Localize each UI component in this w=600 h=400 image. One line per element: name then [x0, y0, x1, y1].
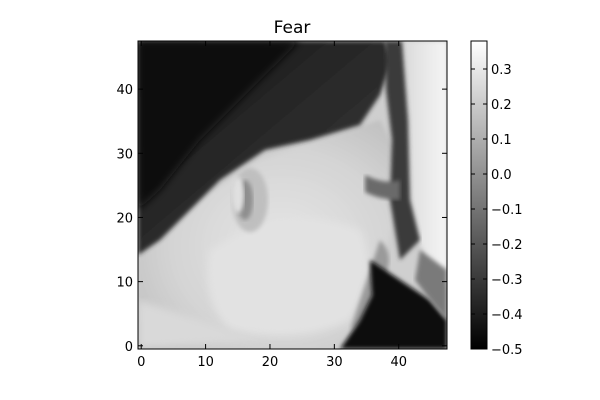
x-tick-label: 10 [197, 355, 214, 370]
colorbar-tick-label: −0.3 [491, 273, 523, 288]
y-tick-label: 40 [116, 83, 133, 98]
heatmap-image [138, 41, 447, 349]
x-tick-label: 0 [137, 355, 145, 370]
y-tick-label: 10 [116, 276, 133, 291]
y-tick-label: 20 [116, 211, 133, 226]
y-tick-label: 30 [116, 147, 133, 162]
y-axis-ticks: 0 10 20 30 40 [116, 83, 447, 355]
x-tick-label: 30 [326, 355, 343, 370]
colorbar-frame [470, 40, 488, 350]
colorbar: 0.3 0.2 0.1 0.0 −0.1 −0.2 −0.3 −0.4 −0.5 [470, 40, 523, 358]
y-tick-label: 0 [125, 340, 133, 355]
colorbar-tick-label: −0.5 [491, 343, 523, 358]
colorbar-tick-label: 0.3 [491, 63, 512, 78]
x-axis-ticks: 0 10 20 30 40 [137, 41, 407, 370]
colorbar-tick-label: 0.1 [491, 133, 512, 148]
colorbar-ticks: 0.3 0.2 0.1 0.0 −0.1 −0.2 −0.3 −0.4 −0.5 [471, 63, 523, 358]
colorbar-tick-label: 0.2 [491, 98, 512, 113]
plot-frame [137, 40, 448, 350]
x-tick-label: 20 [262, 355, 279, 370]
colorbar-tick-label: 0.0 [491, 168, 512, 183]
colorbar-tick-label: −0.1 [491, 203, 523, 218]
chart-title: Fear [274, 18, 311, 38]
x-tick-label: 40 [390, 355, 407, 370]
colorbar-tick-label: −0.4 [491, 308, 523, 323]
colorbar-gradient [471, 41, 487, 349]
colorbar-tick-label: −0.2 [491, 238, 523, 253]
